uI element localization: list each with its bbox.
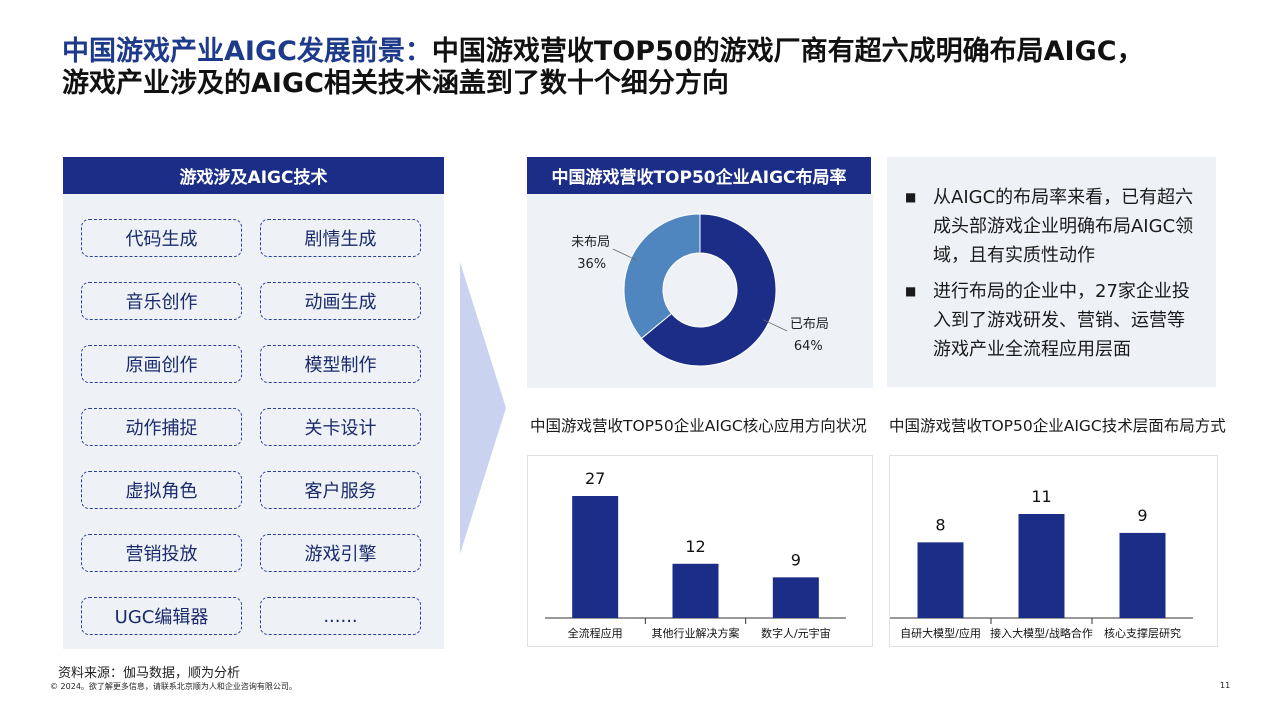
bar [772, 577, 819, 618]
tech-item: 客户服务 [260, 471, 421, 509]
tech-panel-header: 游戏涉及AIGC技术 [63, 157, 444, 194]
title-line1-text: 中国游戏营收TOP50的游戏厂商有超六成明确布局AIGC， [431, 36, 1144, 67]
tech-item: 虚拟角色 [81, 471, 242, 509]
pie-chart-box: 已布局 64% 未布局 36% [527, 194, 873, 388]
tech-item: UGC编辑器 [81, 597, 242, 635]
bar-value-label: 11 [1031, 487, 1051, 506]
tech-item: 动作捕捉 [81, 408, 242, 446]
bar-chart-2-title: 中国游戏营收TOP50企业AIGC技术层面布局方式 [889, 417, 1226, 435]
bar-value-label: 8 [935, 515, 945, 534]
source-note: 资料来源：伽马数据，顺为分析 [58, 666, 241, 681]
title-line-1: 中国游戏产业AIGC发展前景：中国游戏营收TOP50的游戏厂商有超六成明确布局A… [62, 36, 1232, 68]
pie-slice-label: 未布局 [571, 235, 610, 250]
tech-item: 原画创作 [81, 345, 242, 383]
tech-item: 剧情生成 [260, 219, 421, 257]
tech-item: 关卡设计 [260, 408, 421, 446]
tech-item: 音乐创作 [81, 282, 242, 320]
bar-value-label: 9 [791, 550, 801, 569]
bar [572, 496, 619, 618]
x-tick-label: 其他行业解决方案 [652, 626, 740, 640]
x-tick-label: 全流程应用 [568, 626, 623, 640]
bar-chart-2-box: 8 自研大模型/应用 11 接入大模型/战略合作 9 核心支撑层研究 [889, 455, 1218, 647]
tech-panel: 游戏涉及AIGC技术 代码生成 剧情生成 音乐创作 动画生成 原画创作 模型制作 动作捕捉关… [63, 157, 444, 649]
bar [672, 563, 719, 618]
pie-leader-line [612, 248, 637, 261]
bar-chart-1-box: 27 全流程应用 12 其他行业解决方案 9 数字人/元宇宙 [527, 455, 873, 647]
pie-leader-line [763, 319, 788, 332]
tech-grid: 代码生成 剧情生成 音乐创作 动画生成 原画创作 模型制作 动作捕捉 关卡设计 虚拟角色 客户服务… [81, 219, 421, 635]
copyright-note: © 2024。欲了解更多信息，请联系北京顺为人和企业咨询有限公司。 [50, 682, 297, 691]
bar-chart-2: 8 自研大模型/应用 11 接入大模型/战略合作 9 核心支撑层研究 [890, 487, 1193, 640]
chevron-arrow-icon [460, 262, 506, 554]
bar [1018, 514, 1065, 618]
note-text: 从AIGC的布局率来看，已有超六成头部游戏企业明确布局AIGC领域，且有实质性动… [933, 187, 1194, 266]
x-tick-label: 自研大模型/应用 [900, 626, 981, 640]
x-tick-label: 数字人/元宇宙 [761, 626, 831, 640]
title-accent: 中国游戏产业AIGC发展前景： [62, 36, 432, 67]
bar [1119, 532, 1166, 618]
bar-value-label: 27 [585, 469, 605, 488]
square-bullet-icon: ■ [905, 284, 917, 298]
bar-value-label: 12 [685, 537, 705, 556]
title-line-2: 游戏产业涉及的AIGC相关技术涵盖到了数十个细分方向 [62, 68, 729, 99]
page-title: 中国游戏产业AIGC发展前景：中国游戏营收TOP50的游戏厂商有超六成明确布局A… [62, 36, 1232, 100]
tech-item: 代码生成 [81, 219, 242, 257]
bar-value-label: 9 [1137, 506, 1147, 525]
pie-slice [623, 213, 701, 340]
page-number: 11 [1220, 681, 1231, 690]
pie-slice [640, 213, 777, 367]
x-tick-label: 接入大模型/战略合作 [990, 626, 1093, 640]
pie-slice-value-label: 36% [577, 257, 606, 272]
pie-chart: 已布局 64% 未布局 36% [571, 213, 829, 367]
x-tick-label: 核心支撑层研究 [1104, 626, 1181, 640]
tech-item: 游戏引擎 [260, 534, 421, 572]
bar-chart-1-title: 中国游戏营收TOP50企业AIGC核心应用方向状况 [530, 417, 867, 435]
note-item: ■ 进行布局的企业中，27家企业投入到了游戏研发、营销、运营等游戏产业全流程应用… [905, 277, 1202, 364]
tech-item: ...... [260, 597, 421, 635]
bar-chart-1: 27 全流程应用 12 其他行业解决方案 9 数字人/元宇宙 [545, 469, 846, 640]
note-item: ■ 从AIGC的布局率来看，已有超六成头部游戏企业明确布局AIGC领域，且有实质… [905, 183, 1202, 270]
tech-item: 动画生成 [260, 282, 421, 320]
tech-item: 营销投放 [81, 534, 242, 572]
tech-item: 模型制作 [260, 345, 421, 383]
note-text: 进行布局的企业中，27家企业投入到了游戏研发、营销、运营等游戏产业全流程应用层面 [933, 281, 1190, 360]
bar [917, 542, 964, 618]
square-bullet-icon: ■ [905, 190, 917, 204]
pie-chart-title: 中国游戏营收TOP50企业AIGC布局率 [527, 157, 871, 194]
notes-panel: ■ 从AIGC的布局率来看，已有超六成头部游戏企业明确布局AIGC领域，且有实质… [887, 157, 1216, 387]
pie-slice-label: 已布局 [790, 317, 829, 332]
pie-slice-value-label: 64% [794, 339, 823, 354]
